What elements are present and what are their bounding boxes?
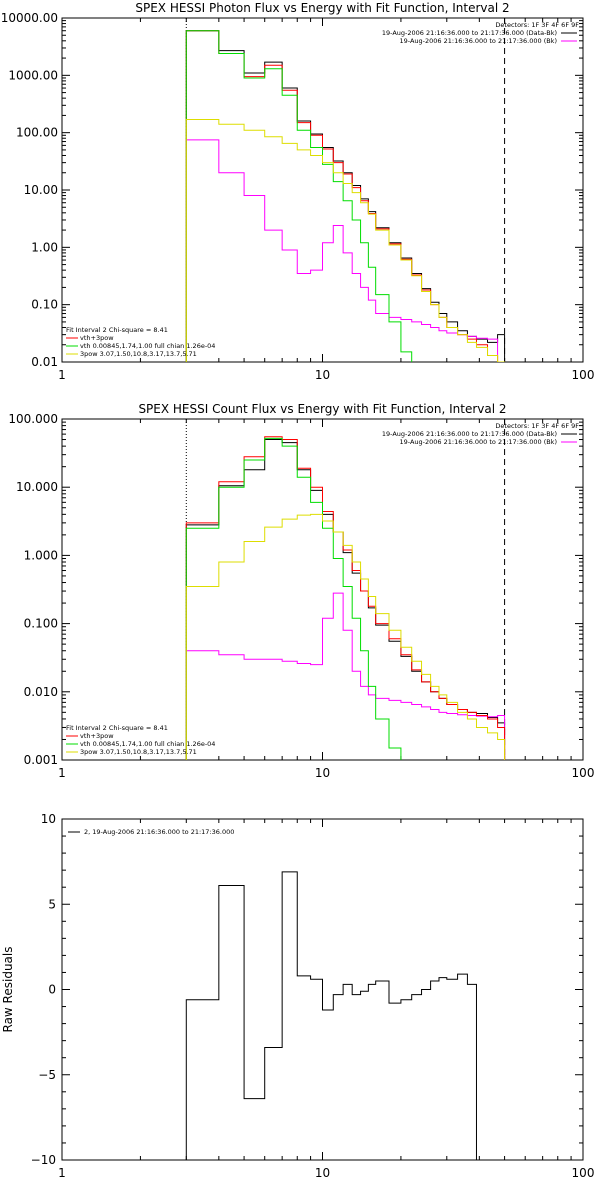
y-tick-label: 1.00 bbox=[31, 240, 58, 254]
series-group bbox=[185, 436, 506, 760]
x-tick-label: 10 bbox=[315, 1166, 330, 1180]
x-tick-label: 10 bbox=[315, 766, 330, 780]
x-tick-label: 10 bbox=[315, 368, 330, 382]
y-axis-label: Raw Residuals bbox=[1, 947, 15, 1033]
y-tick-label: 1.000 bbox=[24, 548, 58, 562]
y-tick-label: 0.001 bbox=[24, 753, 58, 767]
y-tick-label: 100.000 bbox=[8, 412, 58, 426]
legend-fit-entry: vth+3pow bbox=[80, 334, 114, 342]
x-tick-label: 100 bbox=[572, 368, 595, 382]
y-tick-label: 0.100 bbox=[24, 617, 58, 631]
legend-fit-entry: vth+3pow bbox=[80, 732, 114, 740]
chart-title: SPEX HESSI Photon Flux vs Energy with Fi… bbox=[135, 1, 509, 15]
series-line-6 bbox=[185, 118, 506, 362]
x-tick-label: 1 bbox=[58, 766, 66, 780]
chart-panel-1: SPEX HESSI Photon Flux vs Energy with Fi… bbox=[1, 1, 595, 382]
legend-fit-header: Fit Interval 2 Chi-square = 8.41 bbox=[66, 724, 168, 732]
legend-bk: 19-Aug-2006 21:16:36.000 to 21:17:36.000… bbox=[400, 37, 557, 45]
x-tick-label: 1 bbox=[58, 368, 66, 382]
series-line-1 bbox=[185, 871, 477, 1160]
series-group bbox=[185, 871, 477, 1160]
series-group bbox=[185, 30, 506, 362]
legend-fit-entry: 3pow 3.07,1.50,10.8,3.17,13.7,5.71 bbox=[80, 748, 197, 756]
legend-data-bk: 19-Aug-2006 21:16:36.000 to 21:17:36.000… bbox=[382, 29, 557, 37]
y-tick-label: 10000.00 bbox=[1, 11, 58, 25]
y-tick-label: 10.00 bbox=[24, 183, 58, 197]
chart-panel-3: 1 10 100 10 5 0 −5 −10 Raw Residuals 2, 19-Aug-20… bbox=[1, 812, 594, 1180]
legend-fit-entry: vth 0.00845,1.74,1.00 full chian 1.26e-0… bbox=[80, 342, 215, 350]
y-tick-label: 10 bbox=[41, 812, 56, 826]
y-tick-label: 0.01 bbox=[31, 355, 58, 369]
series-line-5 bbox=[185, 30, 413, 362]
legend-fit-header: Fit Interval 2 Chi-square = 8.41 bbox=[66, 326, 168, 334]
legend-detectors: Detectors: 1F 3F 4F 6F 9F bbox=[495, 422, 579, 430]
y-tick-label: 0.010 bbox=[24, 685, 58, 699]
y-tick-label: −5 bbox=[38, 1068, 56, 1082]
y-tick-label: 100.00 bbox=[16, 126, 58, 140]
y-tick-label: 5 bbox=[48, 897, 56, 911]
series-line-4 bbox=[185, 30, 506, 362]
series-line-3 bbox=[185, 592, 506, 760]
series-line-5 bbox=[185, 437, 402, 760]
x-tick-label: 1 bbox=[58, 1166, 66, 1180]
y-tick-label: 10.000 bbox=[16, 480, 58, 494]
chart-title: SPEX HESSI Count Flux vs Energy with Fit… bbox=[138, 402, 506, 416]
legend-residual-interval: 2, 19-Aug-2006 21:16:36.000 to 21:17:36.… bbox=[84, 828, 234, 836]
legend-fit-entry: vth 0.00845,1.74,1.00 full chian 1.26e-0… bbox=[80, 740, 215, 748]
series-line-1 bbox=[185, 439, 506, 760]
legend-data-bk: 19-Aug-2006 21:16:36.000 to 21:17:36.000… bbox=[382, 430, 557, 438]
series-line-6 bbox=[185, 513, 506, 760]
legend-bk: 19-Aug-2006 21:16:36.000 to 21:17:36.000… bbox=[400, 438, 557, 446]
legend-fit-entry: 3pow 3.07,1.50,10.8,3.17,13.7,5.71 bbox=[80, 350, 197, 358]
y-tick-label: 1000.00 bbox=[8, 68, 58, 82]
series-line-1 bbox=[185, 30, 506, 362]
series-line-3 bbox=[185, 139, 499, 362]
x-tick-label: 100 bbox=[572, 766, 595, 780]
series-line-4 bbox=[185, 436, 506, 760]
y-tick-label: 0 bbox=[48, 983, 56, 997]
y-tick-label: −10 bbox=[31, 1153, 56, 1167]
chart-panel-2: SPEX HESSI Count Flux vs Energy with Fit… bbox=[8, 402, 594, 780]
y-tick-label: 0.10 bbox=[31, 298, 58, 312]
legend-detectors: Detectors: 1F 3F 4F 6F 9F bbox=[495, 21, 579, 29]
x-tick-label: 100 bbox=[572, 1166, 595, 1180]
